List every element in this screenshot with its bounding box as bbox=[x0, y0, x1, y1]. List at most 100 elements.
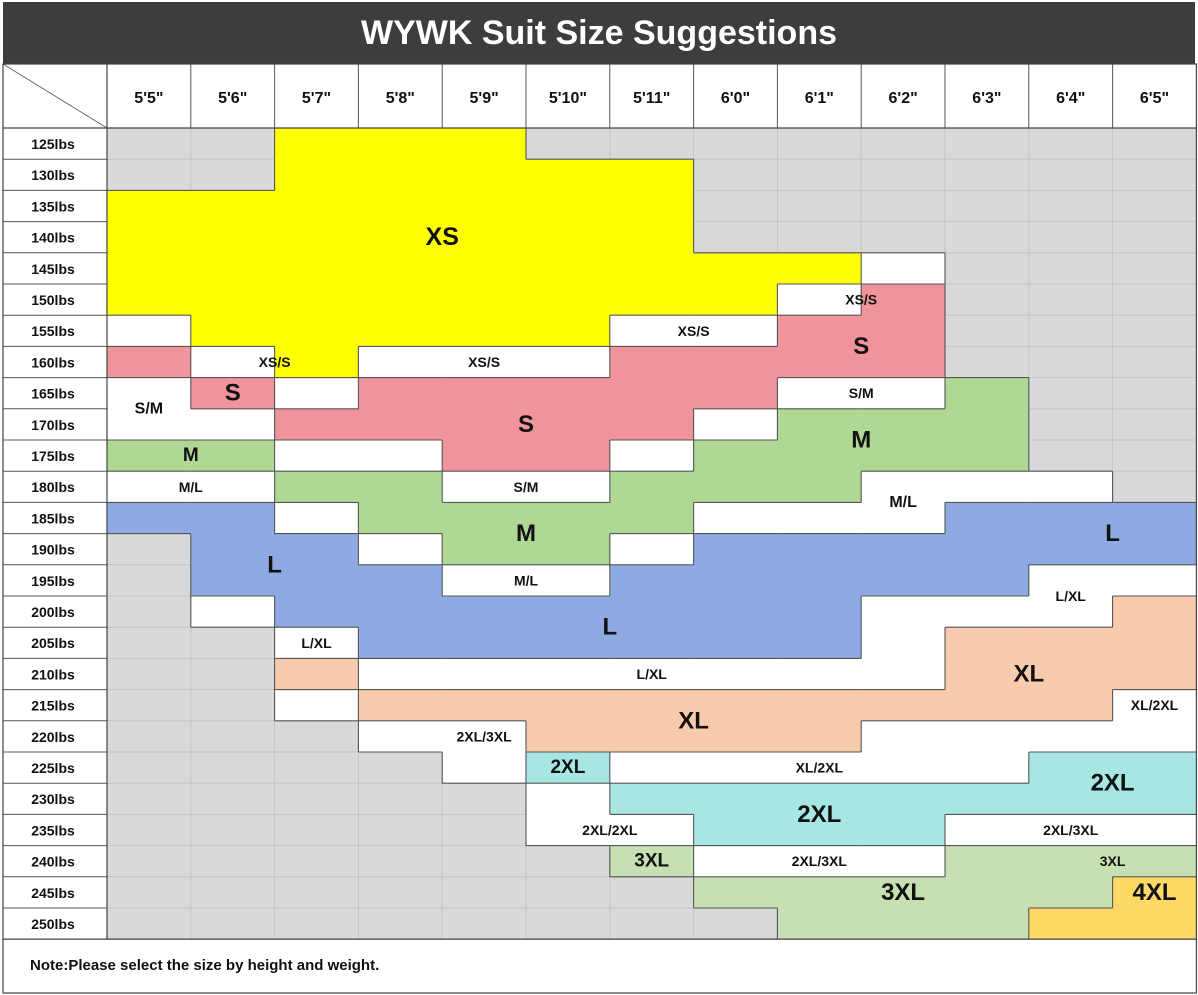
size-cell bbox=[1112, 564, 1197, 597]
size-cell bbox=[190, 876, 276, 909]
size-cell bbox=[358, 876, 443, 909]
size-cell bbox=[609, 720, 695, 753]
size-cell bbox=[693, 596, 778, 628]
size-cell bbox=[274, 440, 359, 472]
size-cell bbox=[190, 190, 276, 223]
height-label: 6'2" bbox=[889, 90, 918, 107]
size-cell bbox=[1028, 720, 1114, 753]
size-cell bbox=[1112, 471, 1197, 503]
size-cell bbox=[1028, 408, 1114, 441]
size-cell bbox=[358, 315, 443, 347]
size-label: XS/S bbox=[678, 323, 710, 339]
size-cell bbox=[274, 814, 359, 847]
weight-label: 130lbs bbox=[31, 167, 75, 183]
size-cell bbox=[777, 471, 862, 503]
size-cell bbox=[442, 814, 527, 847]
size-cell bbox=[777, 689, 862, 722]
size-cell bbox=[861, 876, 946, 909]
size-cell bbox=[1112, 284, 1197, 316]
size-cell bbox=[861, 252, 946, 285]
size-cell bbox=[442, 190, 527, 223]
size-cell bbox=[442, 159, 527, 191]
size-cell bbox=[1112, 596, 1197, 628]
size-cell bbox=[1112, 658, 1197, 691]
size-cell bbox=[358, 128, 443, 160]
size-cell bbox=[693, 346, 778, 379]
size-cell bbox=[945, 876, 1030, 909]
size-label: XL/2XL bbox=[796, 760, 844, 776]
size-cell bbox=[1028, 221, 1114, 254]
size-cell bbox=[609, 596, 695, 628]
size-cell bbox=[861, 658, 946, 691]
size-label: M/L bbox=[514, 572, 539, 588]
size-cell bbox=[442, 908, 527, 940]
size-cell bbox=[526, 908, 611, 940]
size-cell bbox=[107, 471, 192, 503]
height-label: 5'9" bbox=[470, 90, 499, 107]
size-cell bbox=[107, 689, 192, 722]
size-cell bbox=[777, 315, 862, 347]
size-cell bbox=[861, 908, 946, 940]
size-cell bbox=[358, 377, 443, 410]
size-cell bbox=[777, 346, 862, 379]
size-cell bbox=[190, 346, 276, 379]
size-cell bbox=[442, 627, 527, 659]
size-cell bbox=[442, 377, 527, 410]
size-cell bbox=[107, 752, 192, 784]
size-cell bbox=[190, 908, 276, 940]
size-cell bbox=[693, 752, 778, 784]
weight-label: 125lbs bbox=[31, 136, 75, 152]
size-cell bbox=[861, 284, 946, 316]
size-cell bbox=[693, 190, 778, 223]
size-cell bbox=[442, 689, 527, 722]
size-cell bbox=[861, 533, 946, 566]
size-cell bbox=[861, 440, 946, 472]
size-cell bbox=[777, 159, 862, 191]
size-cell bbox=[274, 564, 359, 597]
size-cell bbox=[945, 814, 1030, 847]
size-cell bbox=[1112, 876, 1197, 909]
size-cell bbox=[609, 221, 695, 254]
size-cell bbox=[190, 502, 276, 535]
size-cell bbox=[274, 720, 359, 753]
size-cell bbox=[693, 533, 778, 566]
size-label: S bbox=[853, 333, 869, 360]
size-cell bbox=[274, 315, 359, 347]
size-cell bbox=[609, 377, 695, 410]
size-cell bbox=[358, 440, 443, 472]
size-cell bbox=[693, 564, 778, 597]
size-cell bbox=[190, 564, 276, 597]
size-label: S bbox=[518, 411, 534, 438]
size-cell bbox=[274, 221, 359, 254]
size-label: XL/2XL bbox=[1131, 697, 1179, 713]
size-cell bbox=[1028, 845, 1114, 878]
size-cell bbox=[945, 128, 1030, 160]
size-cell bbox=[861, 627, 946, 659]
size-cell bbox=[107, 596, 192, 628]
size-cell bbox=[274, 658, 359, 691]
size-cell bbox=[358, 284, 443, 316]
size-cell bbox=[777, 408, 862, 441]
size-cell bbox=[526, 596, 611, 628]
size-cell bbox=[861, 564, 946, 597]
weight-label: 185lbs bbox=[31, 510, 75, 526]
size-cell bbox=[274, 346, 359, 379]
size-cell bbox=[526, 377, 611, 410]
size-cell bbox=[861, 845, 946, 878]
size-label: L bbox=[1105, 520, 1120, 547]
size-cell bbox=[526, 284, 611, 316]
size-cell bbox=[945, 440, 1030, 472]
size-cell bbox=[274, 752, 359, 784]
size-cell bbox=[107, 814, 192, 847]
size-label: XL bbox=[1013, 661, 1044, 688]
size-cell bbox=[274, 284, 359, 316]
chart-title: WYWK Suit Size Suggestions bbox=[3, 2, 1195, 64]
size-cell bbox=[274, 471, 359, 503]
size-cell bbox=[358, 689, 443, 722]
size-cell bbox=[358, 658, 443, 691]
size-cell bbox=[861, 471, 946, 503]
size-cell bbox=[274, 252, 359, 285]
size-cell bbox=[609, 876, 695, 909]
size-cell bbox=[1112, 814, 1197, 847]
size-cell bbox=[526, 533, 611, 566]
